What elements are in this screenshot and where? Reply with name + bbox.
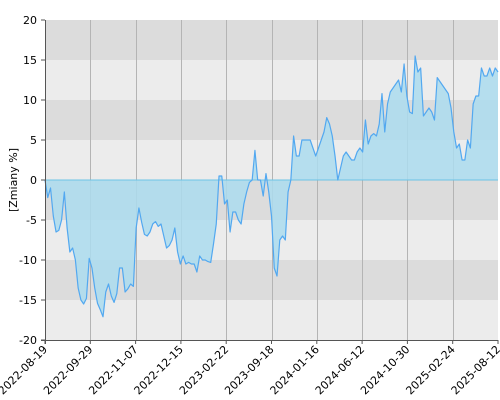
series-area-fill [45, 56, 498, 317]
grid-band [45, 300, 498, 340]
y-tick-label: -20 [19, 334, 37, 347]
data-area-layer [44, 55, 499, 318]
grid-band [45, 20, 498, 60]
axes [41, 20, 498, 344]
y-tick-labels: -20 -15 -10 -5 0 5 10 15 20 [19, 14, 45, 347]
y-tick-label: -15 [19, 294, 37, 307]
y-tick-label: 10 [23, 94, 37, 107]
y-tick-label: -5 [26, 214, 37, 227]
y-tick-label: -10 [19, 254, 37, 267]
grid-band [45, 60, 498, 100]
series-line [44, 55, 499, 318]
y-tick-label: 15 [23, 54, 37, 67]
x-tick-labels: 2022-08-192022-09-292022-11-072022-12-15… [0, 340, 500, 397]
y-tick-label: 0 [30, 174, 37, 187]
y-tick-label: 5 [30, 134, 37, 147]
y-axis-label: [Zmiany %] [7, 148, 20, 212]
y-tick-label: 20 [23, 14, 37, 27]
